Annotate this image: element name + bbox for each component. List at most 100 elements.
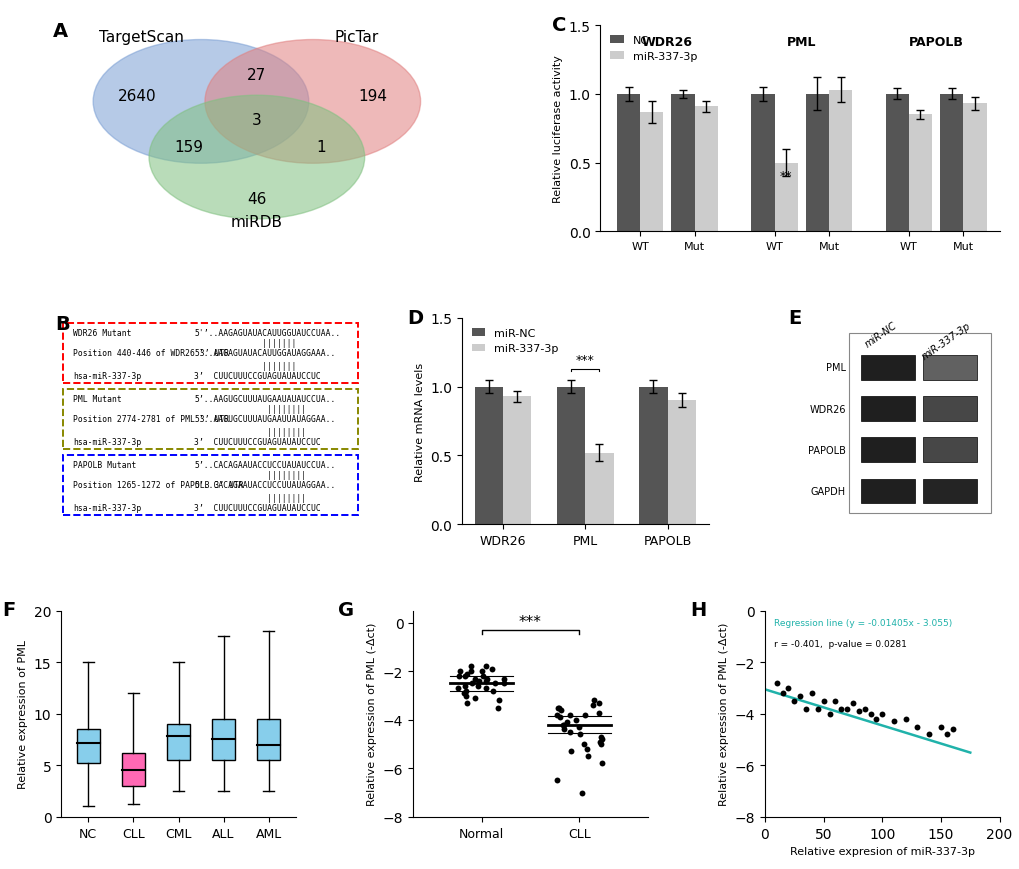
Text: miR-NC: miR-NC xyxy=(862,321,898,349)
Bar xyxy=(828,90,852,232)
Point xyxy=(467,691,483,705)
FancyBboxPatch shape xyxy=(922,479,975,504)
Text: F: F xyxy=(2,600,15,620)
Point xyxy=(867,712,883,726)
Text: miR-337-3p: miR-337-3p xyxy=(918,321,971,362)
FancyBboxPatch shape xyxy=(62,323,358,383)
Bar xyxy=(502,397,531,524)
Point xyxy=(780,681,796,695)
Bar xyxy=(671,95,694,232)
Point xyxy=(478,660,494,673)
Text: 3’  CUUCUUUCCGUAGUAUAUCCUC: 3’ CUUCUUUCCGUAGUAUAUCCUC xyxy=(194,503,320,513)
Bar xyxy=(639,388,667,524)
Bar xyxy=(474,388,502,524)
Point xyxy=(809,702,825,716)
Text: WDR26 Mutant: WDR26 Mutant xyxy=(73,328,131,337)
Point xyxy=(463,665,479,679)
Bar xyxy=(805,95,828,232)
Text: **: ** xyxy=(780,170,792,183)
Point xyxy=(449,681,466,695)
Point xyxy=(558,715,575,729)
Point xyxy=(555,718,572,732)
Point xyxy=(471,674,487,688)
Point xyxy=(495,677,512,691)
Ellipse shape xyxy=(93,41,309,164)
Bar xyxy=(773,163,797,232)
Text: ||||||||: |||||||| xyxy=(194,428,306,436)
Text: PicTar: PicTar xyxy=(334,30,378,45)
Point xyxy=(548,708,565,722)
Text: |||||||: ||||||| xyxy=(194,362,297,370)
Point xyxy=(768,676,785,690)
Text: A: A xyxy=(53,22,68,41)
Text: 27: 27 xyxy=(247,68,266,83)
Text: 159: 159 xyxy=(174,140,203,155)
Point xyxy=(459,667,475,681)
Text: 194: 194 xyxy=(358,89,387,103)
FancyBboxPatch shape xyxy=(922,355,975,381)
Text: E: E xyxy=(788,308,801,328)
Text: ||||||||: |||||||| xyxy=(194,405,306,414)
FancyBboxPatch shape xyxy=(848,334,990,513)
Point xyxy=(491,693,507,707)
Y-axis label: Relative expression of PML (-Δct): Relative expression of PML (-Δct) xyxy=(367,622,377,806)
Text: C: C xyxy=(552,16,567,35)
Text: PAPOLB: PAPOLB xyxy=(807,445,845,455)
Point xyxy=(590,696,606,710)
Text: |||||||: ||||||| xyxy=(194,339,297,348)
Point xyxy=(586,693,602,707)
Point xyxy=(458,684,474,698)
Point xyxy=(549,701,566,715)
Point xyxy=(576,737,592,751)
Point xyxy=(826,694,843,708)
Point xyxy=(467,672,483,686)
Text: Position 2774-2781 of PML 3’ UTR: Position 2774-2781 of PML 3’ UTR xyxy=(73,415,229,424)
Point xyxy=(773,687,790,700)
Text: 46: 46 xyxy=(247,191,266,207)
Point xyxy=(554,718,571,732)
Text: 1: 1 xyxy=(316,140,325,155)
Point xyxy=(458,689,474,703)
Bar xyxy=(556,388,585,524)
Text: Position 440-446 of WDR26 3’ UTR: Position 440-446 of WDR26 3’ UTR xyxy=(73,349,229,358)
Point xyxy=(571,720,587,734)
Point xyxy=(552,703,569,717)
Text: 5’..CACAGAAUACCUCCUUAUAGGAA..: 5’..CACAGAAUACCUCCUUAUAGGAA.. xyxy=(194,481,335,490)
Point xyxy=(484,684,500,698)
Point xyxy=(561,725,578,739)
Text: 5’..CACAGAAUACCUCCUAUAUCCUA..: 5’..CACAGAAUACCUCCUAUAUCCUA.. xyxy=(194,461,335,469)
Text: PML: PML xyxy=(787,36,815,49)
Point xyxy=(489,701,505,715)
Point xyxy=(474,665,490,679)
Text: 3’  CUUCUUUCCGUAGUAUAUCCUC: 3’ CUUCUUUCCGUAGUAUAUCCUC xyxy=(194,438,320,447)
Point xyxy=(561,708,578,722)
Bar xyxy=(694,107,717,232)
Point xyxy=(593,757,609,771)
Point xyxy=(478,681,494,695)
Point xyxy=(463,660,479,673)
Text: 3: 3 xyxy=(252,113,262,129)
Point xyxy=(550,701,567,715)
FancyBboxPatch shape xyxy=(922,397,975,421)
FancyBboxPatch shape xyxy=(257,719,280,760)
Point xyxy=(932,720,949,733)
Point xyxy=(562,745,579,759)
FancyBboxPatch shape xyxy=(122,753,145,786)
Point xyxy=(839,702,855,716)
Text: PAPOLB: PAPOLB xyxy=(908,36,963,49)
FancyBboxPatch shape xyxy=(62,455,358,515)
Text: 5'’..AAGAGUAUACAUUGGUAUCCUAA..: 5'’..AAGAGUAUACAUUGGUAUCCUAA.. xyxy=(194,328,340,337)
FancyBboxPatch shape xyxy=(76,729,100,763)
Text: PML: PML xyxy=(825,363,845,373)
Point xyxy=(474,669,490,683)
Text: PAPOLB Mutant: PAPOLB Mutant xyxy=(73,461,137,469)
FancyBboxPatch shape xyxy=(212,719,234,760)
Text: Position 1265-1272 of PAPOLB 3’ UTR: Position 1265-1272 of PAPOLB 3’ UTR xyxy=(73,481,244,490)
Point xyxy=(884,714,902,728)
FancyBboxPatch shape xyxy=(860,355,914,381)
X-axis label: Relative expresion of miR-337-3p: Relative expresion of miR-337-3p xyxy=(789,846,974,856)
FancyBboxPatch shape xyxy=(860,438,914,462)
Point xyxy=(579,742,595,756)
Point xyxy=(572,727,588,741)
FancyBboxPatch shape xyxy=(860,479,914,504)
